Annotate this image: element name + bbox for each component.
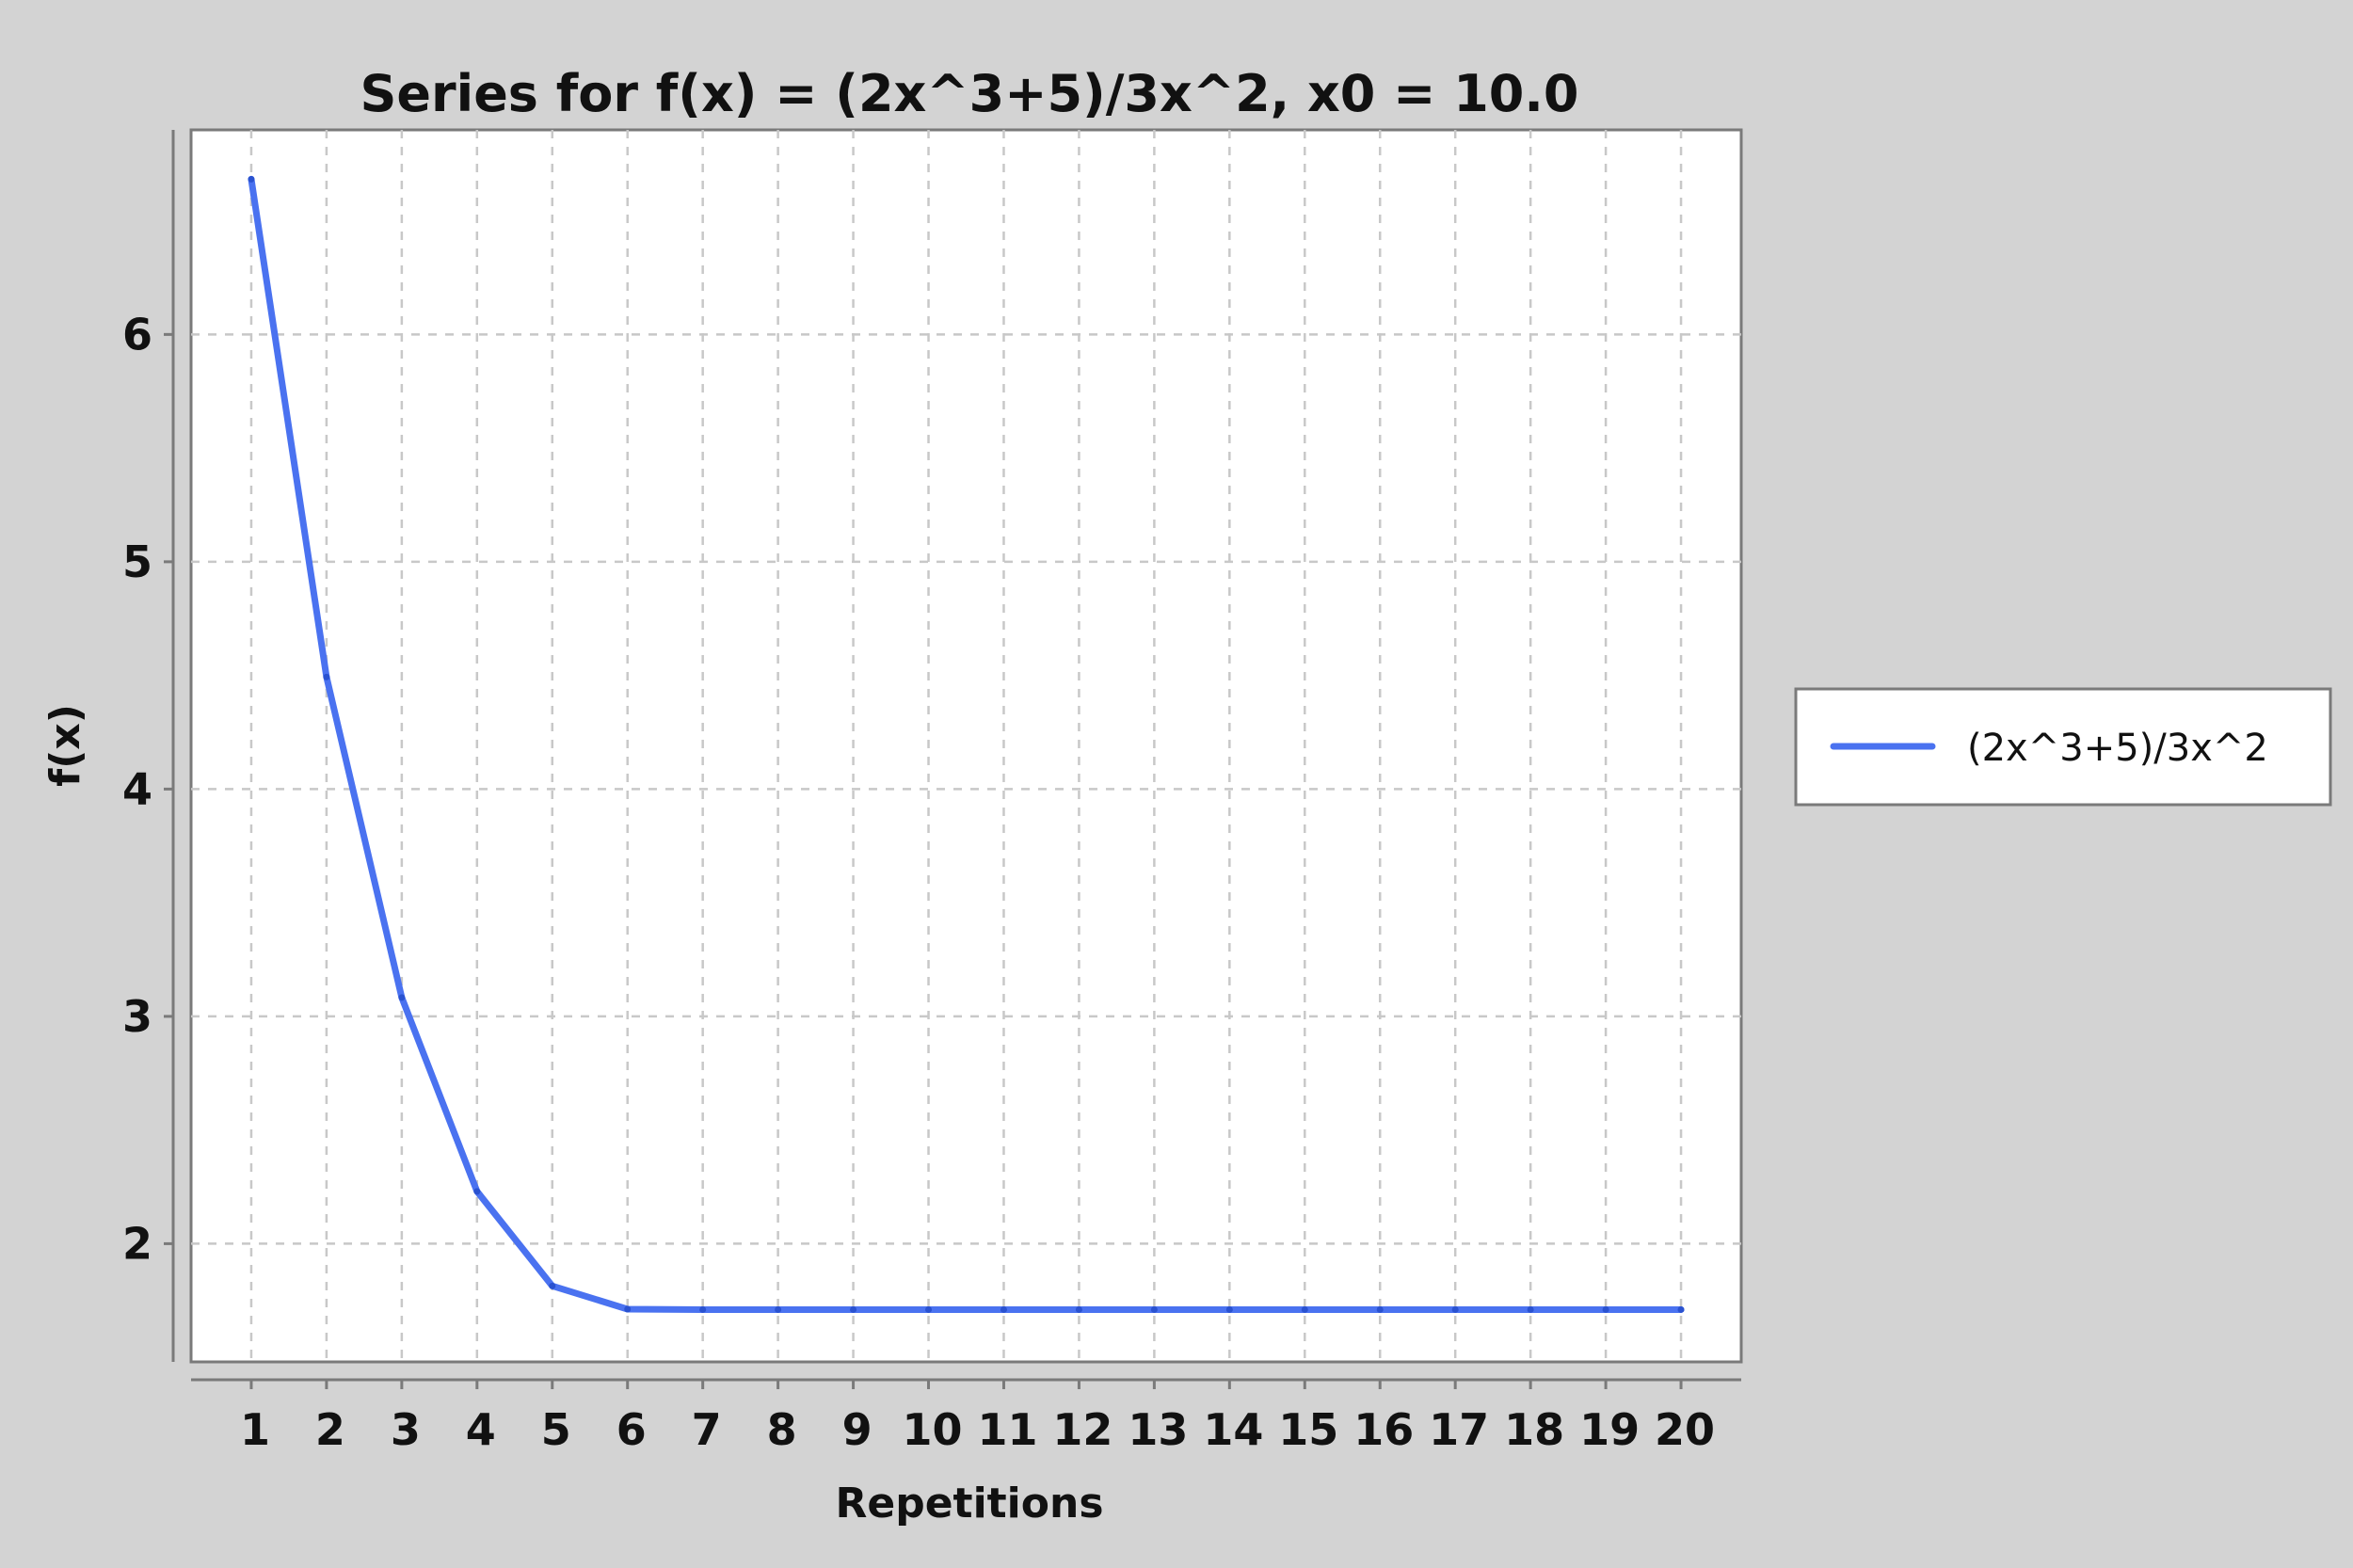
x-tick-label: 18 <box>1504 1404 1564 1455</box>
data-point <box>1677 1305 1685 1313</box>
x-tick-label: 17 <box>1429 1404 1489 1455</box>
x-tick-label: 4 <box>466 1404 496 1455</box>
y-tick-label: 3 <box>122 991 152 1042</box>
x-tick-label: 1 <box>240 1404 270 1455</box>
data-point <box>1225 1305 1233 1313</box>
data-point <box>699 1305 707 1313</box>
x-axis-ticks: 1 2 3 4 5 6 7 8 9 10 11 12 13 14 15 16 17 18 19 20 <box>240 1380 1715 1455</box>
data-point <box>248 175 255 183</box>
y-tick-label: 6 <box>122 309 152 360</box>
legend: (2x^3+5)/3x^2 <box>1794 687 2332 807</box>
data-point <box>1527 1305 1534 1313</box>
x-tick-label: 20 <box>1655 1404 1715 1455</box>
x-tick-label: 8 <box>767 1404 797 1455</box>
y-axis-ticks: 2 3 4 5 6 <box>122 309 173 1269</box>
x-tick-label: 6 <box>616 1404 647 1455</box>
x-tick-label: 9 <box>842 1404 872 1455</box>
x-tick-label: 5 <box>541 1404 571 1455</box>
data-point <box>1301 1305 1308 1313</box>
legend-label: (2x^3+5)/3x^2 <box>1967 727 2268 770</box>
data-point <box>1150 1305 1158 1313</box>
x-tick-label: 7 <box>692 1404 722 1455</box>
data-point <box>775 1305 782 1313</box>
data-point <box>549 1282 556 1289</box>
y-tick-label: 4 <box>122 763 152 814</box>
data-point <box>1602 1305 1609 1313</box>
data-point <box>1451 1305 1459 1313</box>
x-tick-label: 2 <box>315 1404 345 1455</box>
y-axis-label: f(x) <box>41 704 89 787</box>
data-point <box>850 1305 857 1313</box>
y-tick-label: 5 <box>122 536 152 587</box>
x-tick-label: 11 <box>977 1404 1037 1455</box>
series-line <box>248 175 1685 1313</box>
x-tick-label: 15 <box>1278 1404 1338 1455</box>
plot-area <box>189 128 1743 1364</box>
chart-title: Series for f(x) = (2x^3+5)/3x^2, x0 = 10… <box>360 64 1579 123</box>
data-point <box>323 673 330 680</box>
data-point <box>1376 1305 1384 1313</box>
x-tick-label: 10 <box>903 1404 963 1455</box>
data-point <box>1000 1305 1007 1313</box>
data-point <box>398 994 406 1001</box>
x-tick-label: 12 <box>1052 1404 1112 1455</box>
data-point <box>1075 1305 1082 1313</box>
x-tick-label: 19 <box>1579 1404 1640 1455</box>
x-tick-label: 3 <box>391 1404 421 1455</box>
x-tick-label: 14 <box>1203 1404 1263 1455</box>
x-tick-label: 16 <box>1353 1404 1414 1455</box>
grid-lines <box>191 130 1741 1362</box>
x-tick-label: 13 <box>1128 1404 1188 1455</box>
data-point <box>925 1305 933 1313</box>
x-axis-label: Repetitions <box>835 1480 1103 1528</box>
data-point <box>473 1188 481 1195</box>
y-tick-label: 2 <box>122 1218 152 1269</box>
data-point <box>624 1305 632 1313</box>
series-layer <box>248 175 1685 1313</box>
